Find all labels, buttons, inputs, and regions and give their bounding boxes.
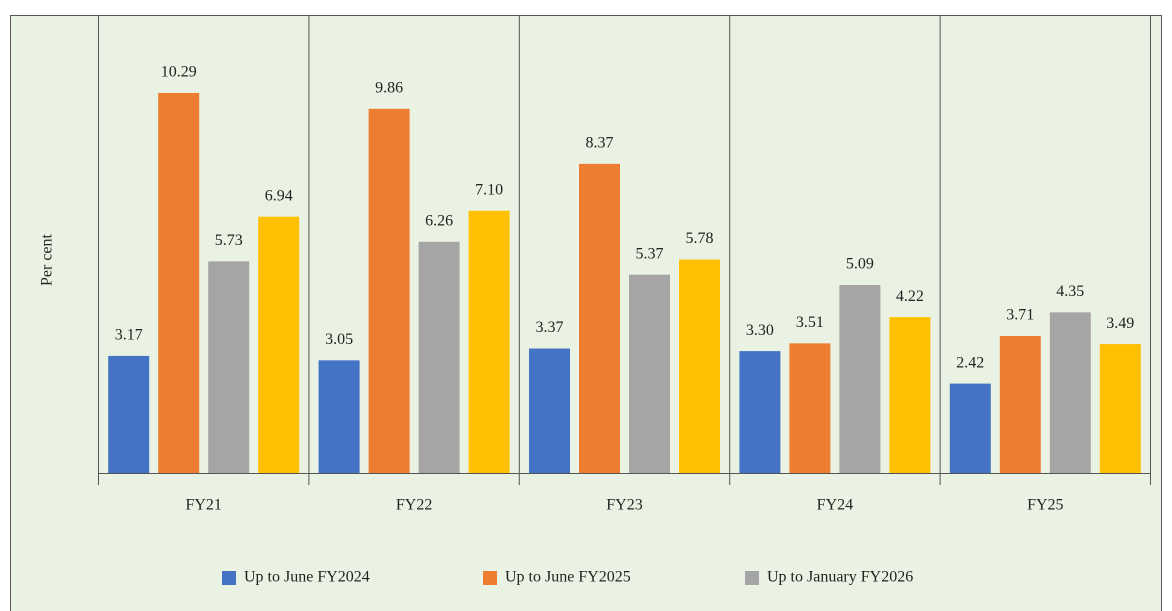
value-label: 5.73 (215, 232, 243, 249)
value-label: 6.94 (265, 187, 293, 204)
x-tick-label: FY24 (817, 497, 853, 514)
value-label: 6.26 (425, 212, 453, 229)
value-label: 3.49 (1106, 315, 1134, 332)
value-label: 3.17 (115, 327, 143, 344)
value-label: 9.86 (375, 79, 403, 96)
bar (629, 274, 670, 473)
value-label: 3.71 (1006, 307, 1034, 324)
value-label: 3.05 (325, 331, 353, 348)
bar (258, 216, 300, 474)
bar (1099, 344, 1141, 473)
bar (739, 351, 781, 473)
y-axis-label: Per cent (39, 233, 56, 286)
value-label: 2.42 (956, 354, 984, 371)
value-label: 8.37 (586, 135, 614, 152)
bar (949, 383, 991, 473)
bar (839, 284, 881, 473)
legend-swatch (222, 571, 236, 585)
value-label: 4.22 (896, 288, 924, 305)
bar (999, 335, 1041, 473)
value-label: 5.78 (686, 230, 714, 247)
bar (1049, 312, 1091, 473)
bar (158, 92, 200, 473)
legend-label: Up to June FY2024 (244, 569, 370, 586)
x-tick-label: FY22 (396, 497, 432, 514)
bar (789, 343, 831, 473)
bar (318, 360, 360, 473)
bar (579, 163, 620, 473)
bar (468, 210, 510, 474)
bar (208, 261, 250, 473)
value-label: 3.37 (536, 319, 564, 336)
bar (108, 355, 150, 473)
legend-swatch (483, 571, 497, 585)
legend-label: Up to June FY2025 (505, 569, 631, 586)
value-label: 5.37 (636, 245, 664, 262)
bar (889, 317, 931, 473)
value-label: 10.29 (161, 64, 197, 81)
value-label: 3.51 (796, 314, 824, 331)
legend-swatch (745, 571, 759, 585)
bar (529, 348, 570, 473)
x-tick-label: FY21 (185, 497, 221, 514)
x-tick-label: FY23 (606, 497, 642, 514)
bar (368, 108, 410, 473)
x-tick-label: FY25 (1027, 497, 1063, 514)
bar (679, 259, 720, 473)
value-label: 5.09 (846, 256, 874, 273)
value-label: 4.35 (1056, 283, 1084, 300)
legend-label: Up to January FY2026 (767, 569, 913, 586)
value-label: 3.30 (746, 322, 774, 339)
value-label: 7.10 (475, 181, 503, 198)
bar (418, 241, 460, 473)
